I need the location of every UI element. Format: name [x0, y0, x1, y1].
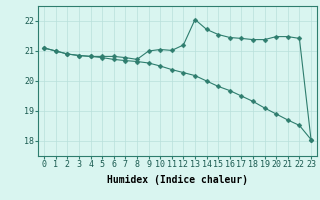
X-axis label: Humidex (Indice chaleur): Humidex (Indice chaleur)	[107, 175, 248, 185]
